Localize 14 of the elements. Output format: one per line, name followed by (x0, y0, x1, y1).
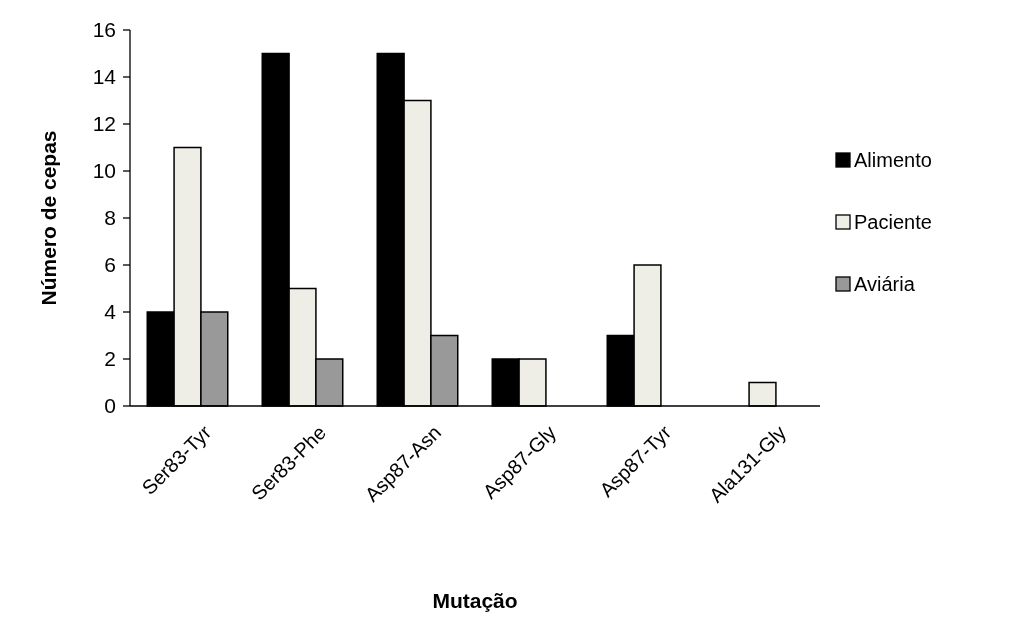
y-tick-label: 4 (104, 300, 117, 324)
legend-label: Alimento (854, 149, 932, 171)
y-tick-label: 12 (92, 112, 116, 136)
y-tick-label: 6 (104, 253, 116, 277)
legend-label: Aviária (854, 273, 916, 295)
y-tick-label: 0 (104, 394, 116, 418)
y-axis-title: Número de cepas (37, 130, 60, 306)
x-axis-title: Mutação (432, 589, 518, 612)
y-tick-label: 14 (92, 65, 117, 89)
y-tick-label: 8 (104, 206, 116, 230)
y-tick-label: 10 (92, 159, 116, 183)
y-tick-label: 2 (104, 347, 116, 371)
y-tick-label: 16 (92, 18, 116, 42)
legend-label: Paciente (854, 211, 932, 233)
